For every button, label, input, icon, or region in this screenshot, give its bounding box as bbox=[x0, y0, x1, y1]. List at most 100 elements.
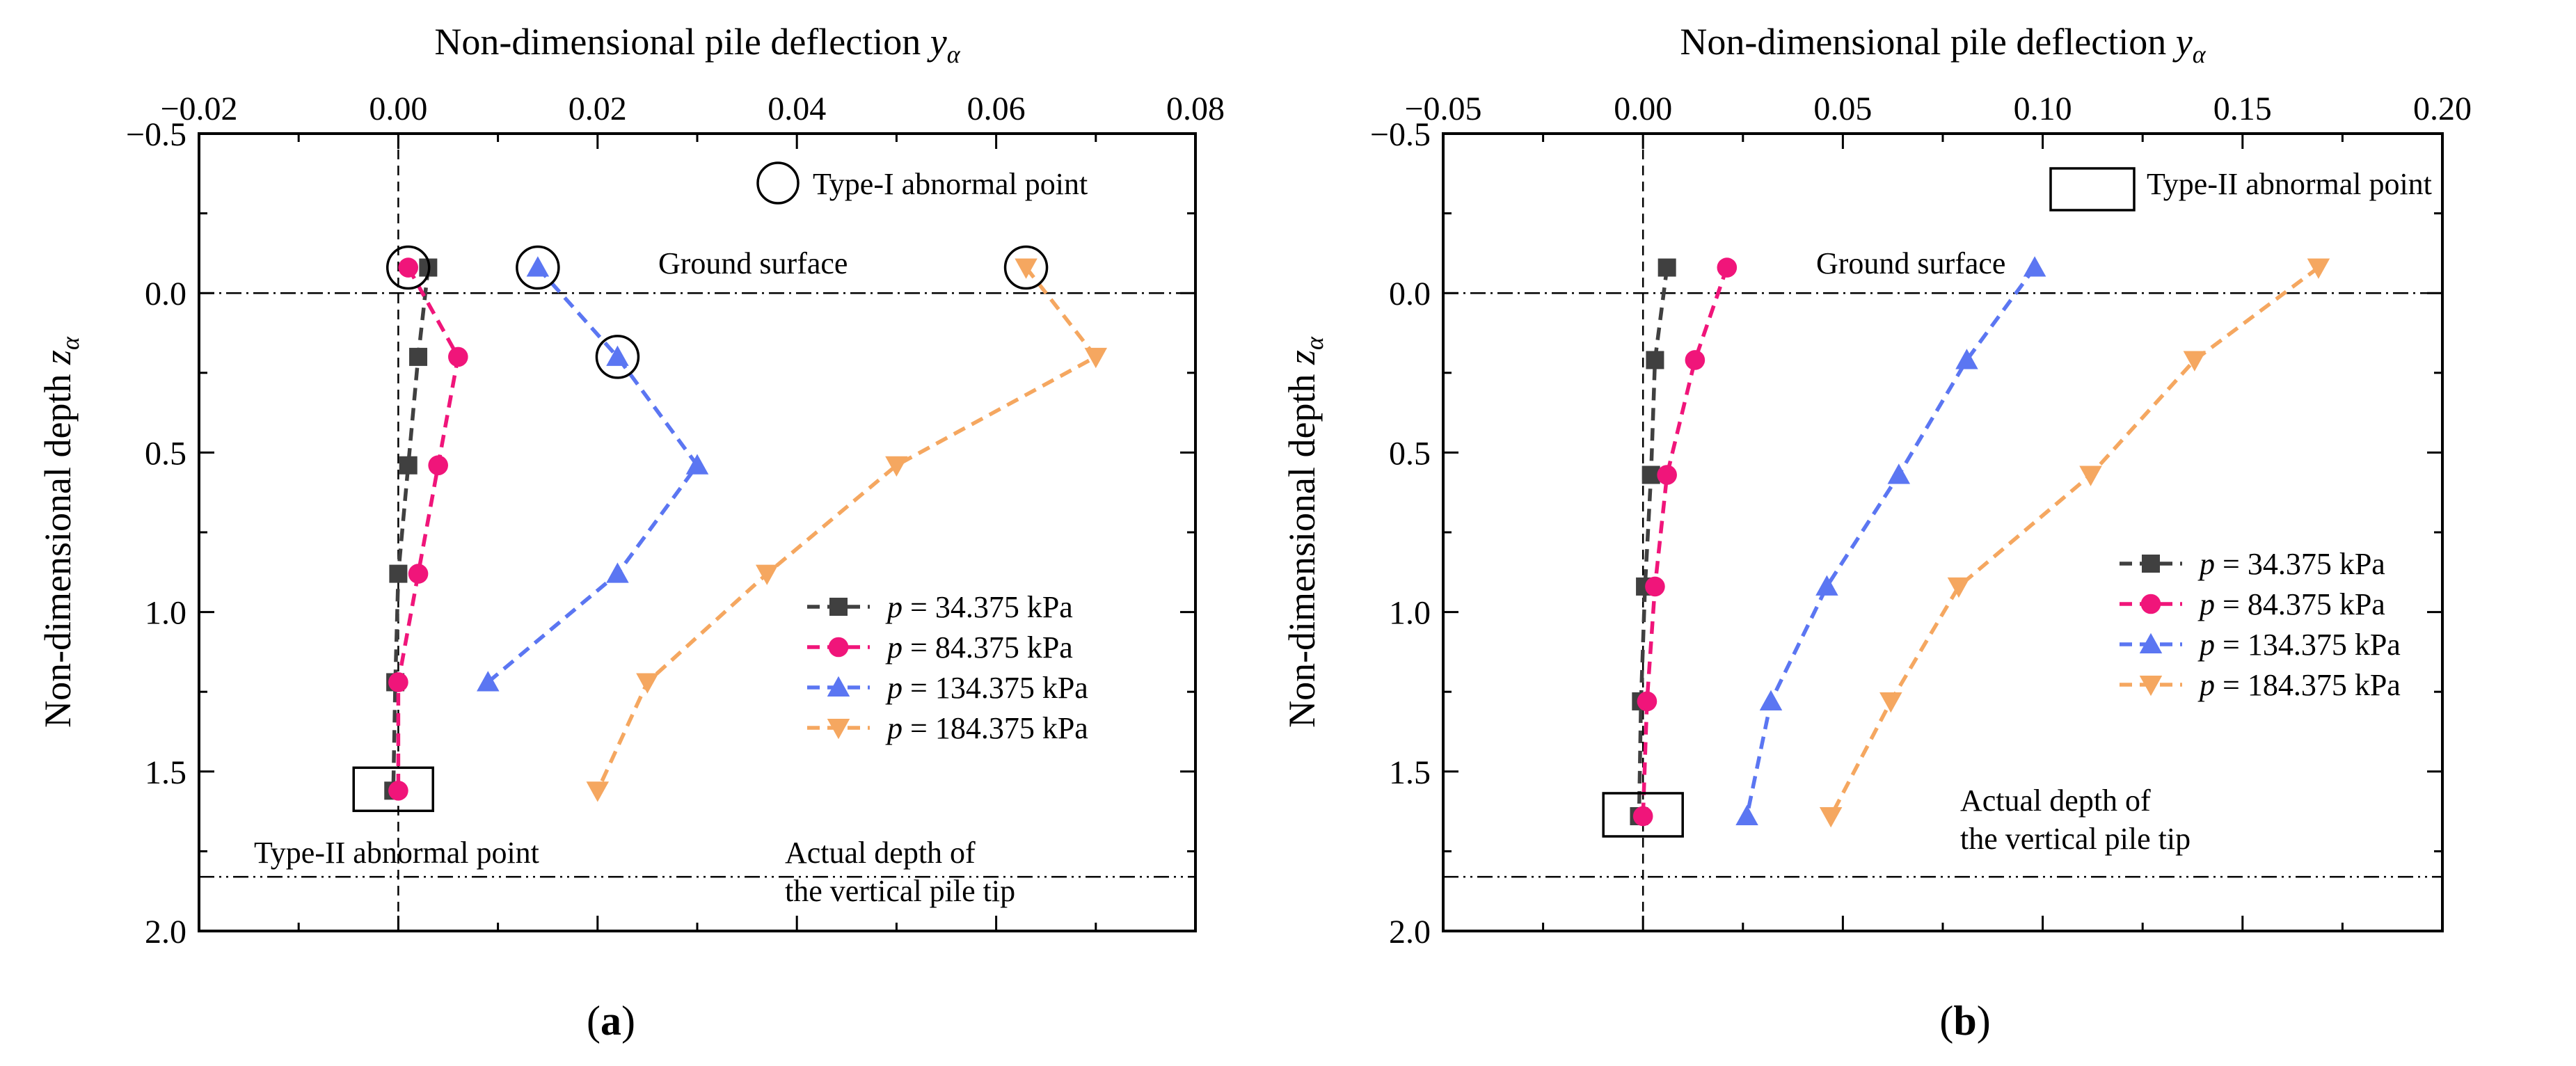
legend-marker-3 bbox=[827, 676, 850, 697]
series-line-2 bbox=[396, 266, 461, 791]
data-point-series-2 bbox=[1637, 691, 1657, 712]
y-tick-label: −0.5 bbox=[1370, 116, 1431, 153]
series-line-3 bbox=[1744, 266, 2037, 817]
data-point-series-4 bbox=[755, 564, 779, 585]
data-point-series-2 bbox=[388, 672, 408, 692]
data-point-series-3 bbox=[1887, 463, 1911, 484]
data-point-series-1 bbox=[399, 456, 418, 475]
legend-label-4: p = 184.375 kPa bbox=[885, 711, 1088, 745]
data-point-series-1 bbox=[389, 564, 408, 583]
pile-tip-label: Actual depth of bbox=[785, 836, 976, 870]
x-tick-label: 0.15 bbox=[2213, 90, 2272, 127]
data-point-series-3 bbox=[1955, 349, 1978, 369]
data-point-series-3 bbox=[606, 562, 629, 583]
data-point-series-2 bbox=[1717, 257, 1738, 278]
x-axis-title: Non-dimensional pile deflection yα bbox=[1680, 21, 2206, 68]
x-axis-title: Non-dimensional pile deflection yα bbox=[434, 21, 960, 68]
data-point-series-1 bbox=[1641, 466, 1660, 484]
x-tick-label: 0.02 bbox=[569, 90, 627, 127]
pile-tip-label: Actual depth of bbox=[1960, 783, 2151, 818]
y-tick-label: 1.5 bbox=[145, 754, 186, 791]
data-point-series-3 bbox=[477, 671, 500, 692]
type2-abnormal-box bbox=[352, 766, 434, 813]
data-point-series-1 bbox=[409, 347, 428, 366]
data-point-series-3 bbox=[526, 256, 550, 277]
abnormal-point-note: Type-II abnormal point bbox=[2147, 167, 2432, 201]
data-point-series-2 bbox=[408, 564, 429, 584]
x-tick-label: 0.04 bbox=[768, 90, 826, 127]
type1-abnormal-circle bbox=[385, 245, 431, 290]
data-point-series-4 bbox=[885, 456, 908, 477]
y-tick-label: 0.0 bbox=[1389, 276, 1431, 312]
type2-abnormal-box bbox=[1602, 792, 1684, 838]
legend-label-2: p = 84.375 kPa bbox=[885, 630, 1073, 665]
data-point-series-1 bbox=[1646, 351, 1664, 369]
data-point-series-3 bbox=[685, 454, 709, 475]
data-point-series-4 bbox=[1084, 347, 1108, 369]
data-point-series-3 bbox=[1815, 575, 1838, 596]
y-tick-label: 2.0 bbox=[1389, 914, 1431, 950]
series-line-3 bbox=[486, 266, 700, 684]
y-tick-label: 1.0 bbox=[145, 595, 186, 632]
data-point-series-3 bbox=[1735, 804, 1758, 825]
y-tick-label: 0.5 bbox=[145, 435, 186, 472]
data-point-series-4 bbox=[586, 781, 610, 802]
legend-marker-4 bbox=[2139, 676, 2163, 697]
data-point-series-3 bbox=[2023, 256, 2046, 277]
legend-marker-1 bbox=[2142, 555, 2160, 573]
series-line-4 bbox=[596, 266, 1099, 792]
data-point-series-4 bbox=[1879, 692, 1902, 713]
data-point-series-4 bbox=[1819, 806, 1843, 828]
y-tick-label: 0.0 bbox=[145, 276, 186, 312]
x-tick-label: −0.05 bbox=[1404, 90, 1481, 127]
x-tick-label: 0.00 bbox=[369, 90, 427, 127]
data-point-series-4 bbox=[636, 673, 659, 694]
x-tick-label: 0.08 bbox=[1166, 90, 1225, 127]
data-point-series-2 bbox=[1685, 350, 1706, 370]
y-tick-label: 1.0 bbox=[1389, 595, 1431, 632]
data-point-series-1 bbox=[1657, 258, 1676, 277]
data-point-series-2 bbox=[1632, 806, 1653, 827]
x-tick-label: 0.20 bbox=[2413, 90, 2472, 127]
type1-abnormal-circle bbox=[595, 335, 640, 379]
x-tick-label: 0.10 bbox=[2014, 90, 2072, 127]
data-point-series-3 bbox=[606, 345, 629, 366]
pile-tip-label: the vertical pile tip bbox=[785, 874, 1015, 908]
type2-legend-symbol bbox=[2049, 167, 2136, 212]
data-point-series-2 bbox=[398, 257, 419, 278]
legend-marker-1 bbox=[829, 598, 848, 616]
y-axis-title: Non-dimensional depth zα bbox=[37, 336, 84, 728]
legend-label-3: p = 134.375 kPa bbox=[885, 671, 1088, 705]
legend-label-1: p = 34.375 kPa bbox=[885, 590, 1073, 624]
x-tick-label: 0.06 bbox=[967, 90, 1026, 127]
y-tick-label: 0.5 bbox=[1389, 435, 1431, 472]
data-point-series-4 bbox=[2307, 258, 2330, 279]
data-point-series-2 bbox=[1645, 576, 1665, 597]
x-tick-label: 0.00 bbox=[1614, 90, 1672, 127]
data-point-series-2 bbox=[1657, 465, 1677, 485]
data-point-series-4 bbox=[1015, 258, 1037, 279]
legend-marker-2 bbox=[2140, 594, 2161, 614]
type1-legend-symbol bbox=[756, 161, 800, 205]
ground-surface-label: Ground surface bbox=[658, 246, 848, 280]
pile-tip-label: the vertical pile tip bbox=[1960, 822, 2191, 856]
data-point-series-3 bbox=[1759, 690, 1783, 710]
series-line-1 bbox=[1637, 267, 1669, 817]
series-line-2 bbox=[1641, 266, 1729, 817]
ground-surface-label: Ground surface bbox=[1816, 246, 2005, 280]
data-point-series-4 bbox=[1947, 577, 1971, 598]
legend-label-2: p = 84.375 kPa bbox=[2197, 587, 2385, 621]
series-line-4 bbox=[1829, 266, 2320, 818]
legend-label-3: p = 134.375 kPa bbox=[2197, 628, 2401, 662]
type1-abnormal-circle bbox=[516, 245, 560, 290]
legend-label-1: p = 34.375 kPa bbox=[2197, 547, 2385, 581]
legend-marker-4 bbox=[827, 719, 850, 740]
type2-note: Type-II abnormal point bbox=[254, 836, 539, 870]
abnormal-point-note: Type-I abnormal point bbox=[813, 167, 1088, 201]
panel-label: (a) bbox=[587, 998, 635, 1044]
y-tick-label: 1.5 bbox=[1389, 754, 1431, 791]
panel-b: −0.05 0.00 0.05 0.10 0.15 0.20 −0.5 0.0 0.5 1.0 1.… bbox=[1281, 21, 2472, 1044]
data-point-series-2 bbox=[428, 455, 448, 476]
data-point-series-4 bbox=[2079, 466, 2102, 486]
